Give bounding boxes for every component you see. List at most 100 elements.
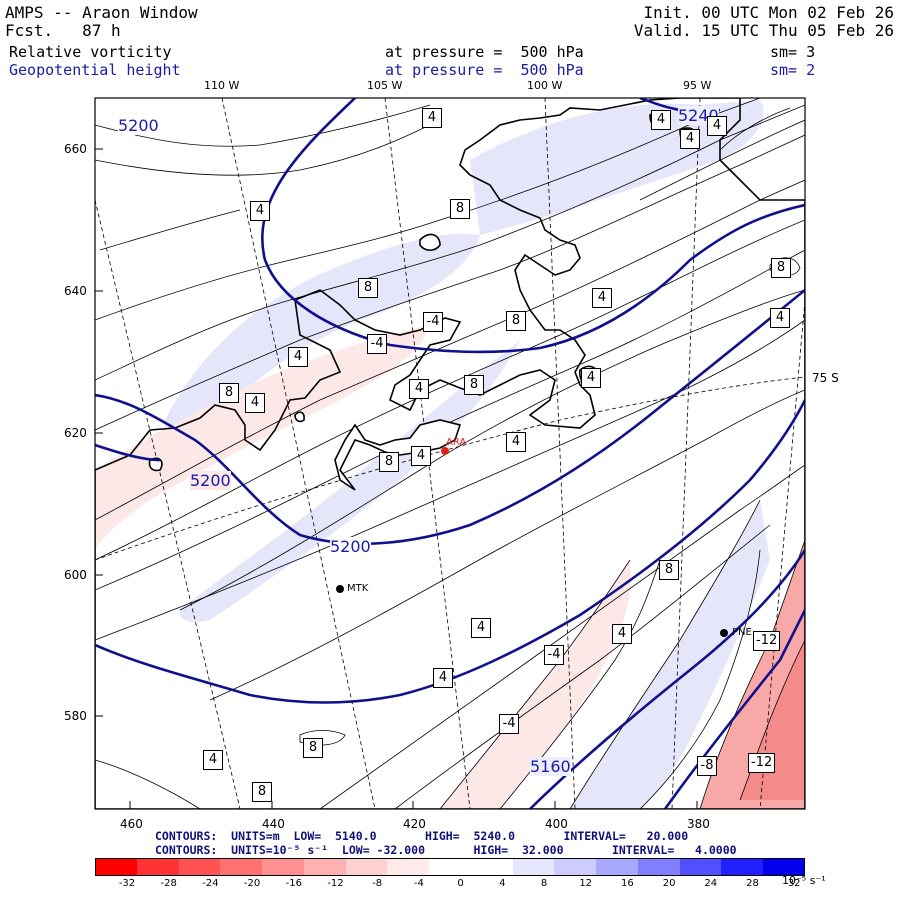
colorbar <box>95 858 806 876</box>
height-5200-south <box>95 288 805 545</box>
colorbar-tick-label: -20 <box>243 878 261 889</box>
colorbar-tick-label: 32 <box>787 878 801 889</box>
y-tick-660: 660 <box>64 142 87 156</box>
colorbar-tick-label: 28 <box>746 878 759 889</box>
island-small-1 <box>419 233 441 252</box>
height-5140 <box>663 609 805 809</box>
lon-label-110w: 110 W <box>204 79 240 92</box>
colorbar-tick-label: 20 <box>662 878 676 889</box>
vorticity-label: 4 <box>707 116 727 136</box>
vorticity-label: 4 <box>409 379 429 399</box>
field1-smoothing: sm= 3 <box>770 43 816 61</box>
vorticity-label: 4 <box>680 129 700 149</box>
x-tick-440: 440 <box>262 817 285 831</box>
lon-label-95w: 95 W <box>683 79 712 92</box>
colorbar-tick-label: -16 <box>285 878 302 889</box>
colorbar-tick-label: -12 <box>327 878 344 889</box>
height-5220-west <box>95 443 161 462</box>
station-pne-dot <box>720 629 728 637</box>
station-mtk-dot <box>336 585 344 593</box>
field1-level: at pressure = 500 hPa <box>385 43 584 61</box>
height-5200-ring-north <box>261 98 805 354</box>
positive-vorticity-band-southeast <box>570 500 770 809</box>
vorticity-label: 4 <box>651 110 671 130</box>
positive-vorticity-band-middle <box>179 340 520 622</box>
height-contours <box>95 98 805 809</box>
vorticity-label: -8 <box>697 756 717 776</box>
height-label-5200-nw: 5200 <box>118 116 159 135</box>
height-label-5200-south: 5200 <box>330 537 371 556</box>
antarctic-coast-main <box>95 98 805 809</box>
vorticity-label: 4 <box>422 108 442 128</box>
station-ara-dot <box>441 447 449 455</box>
peninsula-west <box>334 419 462 491</box>
station-mtk-label: MTK <box>347 583 369 594</box>
lon-label-105w: 105 W <box>367 79 403 92</box>
vorticity-label: 4 <box>581 368 601 388</box>
vorticity-label: 8 <box>464 375 484 395</box>
parallel-75s <box>95 376 805 561</box>
valid-time: Valid. 15 UTC Thu 05 Feb 26 <box>633 21 894 40</box>
field1-name: Relative vorticity <box>9 43 172 61</box>
x-tick-400: 400 <box>545 817 568 831</box>
station-ara-label: ARA <box>446 437 467 448</box>
vorticity-label: -4 <box>499 714 519 734</box>
meridian-110w <box>221 98 376 809</box>
island-small-3 <box>294 411 305 423</box>
x-tick-380: 380 <box>687 817 710 831</box>
axis-ticks <box>95 148 698 809</box>
colorbar-tick-label: 24 <box>704 878 718 889</box>
x-tick-460: 460 <box>120 817 143 831</box>
y-tick-620: 620 <box>64 426 87 440</box>
colorbar-tick-label: 12 <box>579 878 593 889</box>
island-small-2 <box>148 457 163 472</box>
vorticity-label: 8 <box>771 258 791 278</box>
vorticity-label: 8 <box>659 560 679 580</box>
vorticity-label: 8 <box>358 278 378 298</box>
meridian-far-west <box>95 199 241 809</box>
x-tick-420: 420 <box>403 817 426 831</box>
height-label-5200-west: 5200 <box>190 471 231 490</box>
app-title: AMPS -- Araon Window <box>5 3 198 22</box>
colorbar-tick-label: -8 <box>372 878 383 889</box>
height-label-5160: 5160 <box>530 757 571 776</box>
height-5160 <box>529 549 805 809</box>
field2-level: at pressure = 500 hPa <box>385 61 584 79</box>
colorbar-tick-label: 0 <box>457 878 464 889</box>
vorticity-label: 4 <box>471 618 491 638</box>
colorbar-tick-label: -4 <box>413 878 424 889</box>
vorticity-label: 8 <box>219 383 239 403</box>
vorticity-label: -4 <box>423 312 443 332</box>
vorticity-contours <box>95 98 805 809</box>
y-tick-600: 600 <box>64 568 87 582</box>
vorticity-label: 4 <box>288 347 308 367</box>
colorbar-tick-label: 4 <box>499 878 506 889</box>
y-tick-580: 580 <box>64 709 87 723</box>
vorticity-label: 4 <box>592 288 612 308</box>
init-time: Init. 00 UTC Mon 02 Feb 26 <box>643 3 894 22</box>
vorticity-label: 8 <box>506 311 526 331</box>
vorticity-label: 4 <box>250 201 270 221</box>
plot-frame <box>94 97 806 810</box>
height-5180 <box>95 399 805 704</box>
vorticity-label: 4 <box>612 624 632 644</box>
vorticity-label: 8 <box>450 199 470 219</box>
station-pne-label: PNE <box>732 627 752 638</box>
field2-smoothing: sm= 2 <box>770 61 816 79</box>
colorbar-tick-label: -24 <box>202 878 219 889</box>
colorbar-units: 10⁻⁵ s⁻¹ <box>782 874 826 887</box>
vorticity-label: 8 <box>379 452 399 472</box>
vorticity-label: 8 <box>303 738 323 758</box>
vorticity-label: -12 <box>748 753 776 773</box>
colorbar-tick-label: 16 <box>621 878 634 889</box>
station-markers <box>336 447 728 637</box>
negative-vorticity-band-west <box>95 325 430 550</box>
forecast-hour: Fcst. 87 h <box>5 21 121 40</box>
vorticity-label: 4 <box>433 668 453 688</box>
vorticity-label: 4 <box>245 393 265 413</box>
field2-name: Geopotential height <box>9 61 181 79</box>
vorticity-label: 4 <box>770 308 790 328</box>
vorticity-label: 8 <box>252 782 272 802</box>
vorticity-label: 4 <box>411 446 431 466</box>
vorticity-label: 4 <box>203 750 223 770</box>
